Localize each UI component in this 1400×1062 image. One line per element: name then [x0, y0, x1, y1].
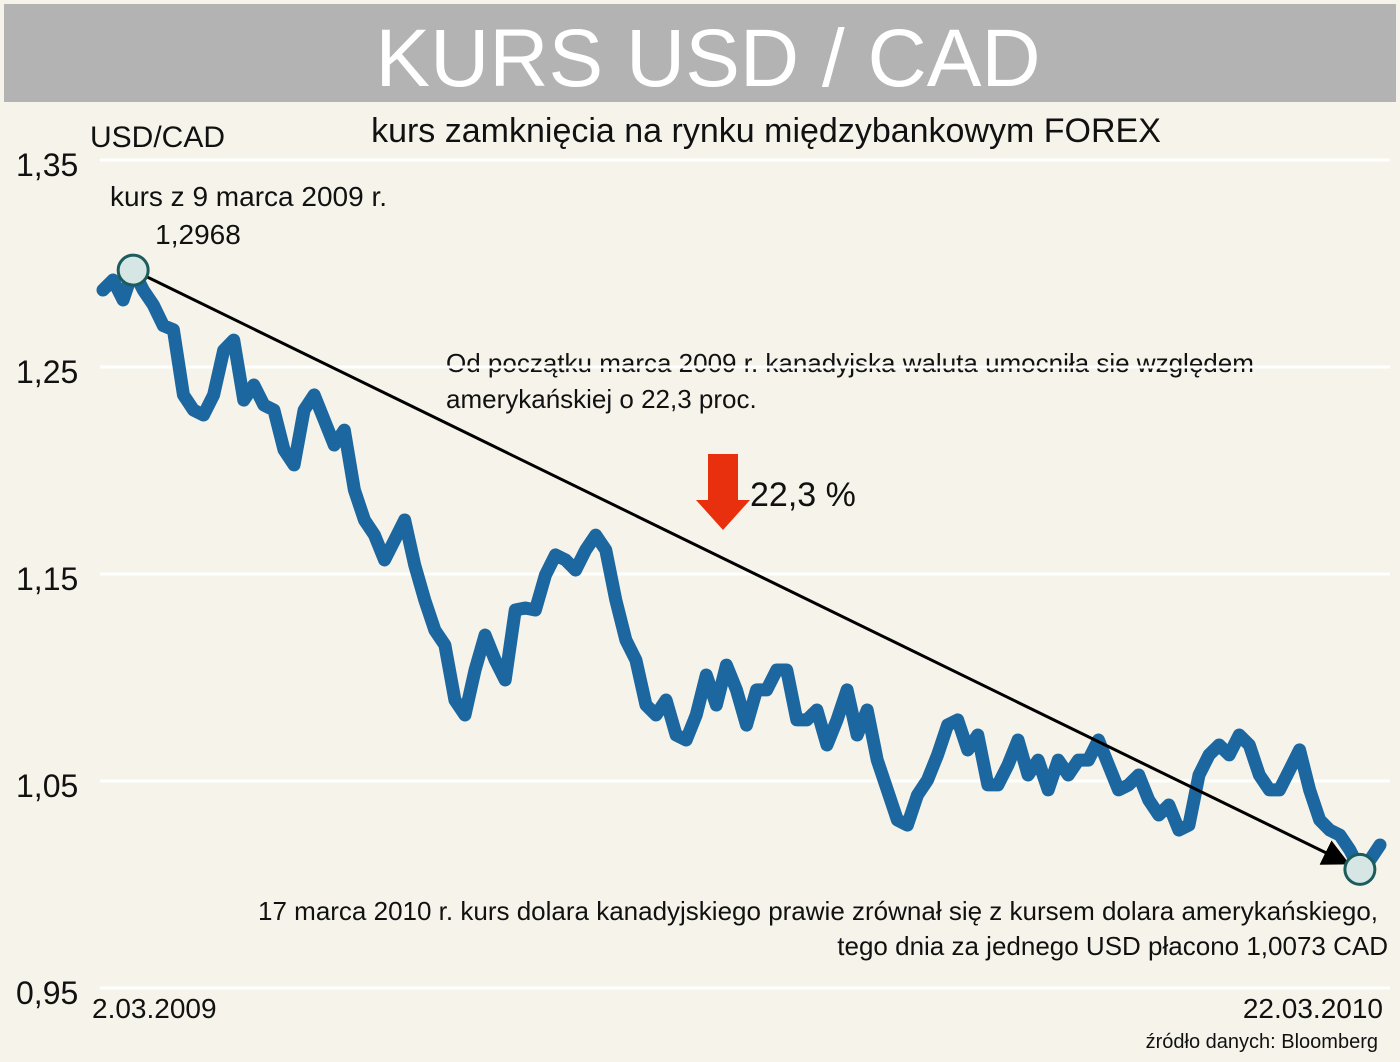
annotation: 22,3 %: [750, 476, 856, 514]
value-label: 1,2968: [155, 219, 241, 250]
down-arrow: [696, 454, 750, 530]
trend-arrow: [132, 268, 1350, 865]
y-tick-label: 1,35: [16, 147, 78, 183]
y-tick-label: 1,25: [16, 354, 78, 390]
x-tick-label: 22.03.2010: [1243, 993, 1383, 1024]
annotation: amerykańskiej o 22,3 proc.: [446, 384, 757, 414]
source: źródło danych: Bloomberg: [1146, 1031, 1378, 1053]
title-band: [4, 4, 1396, 102]
point-marker: [1343, 852, 1377, 886]
subtitle: kurs zamknięcia na rynku międzybankowym …: [371, 112, 1161, 150]
y-axis-label: USD/CAD: [90, 121, 225, 154]
data-line: [96, 263, 1387, 876]
annotation: tego dnia za jednego USD płacono 1,0073 …: [837, 931, 1388, 961]
annotation: Od początku marca 2009 r. kanadyjska wal…: [446, 348, 1254, 378]
chart-title: KURS USD / CAD: [375, 13, 1040, 104]
y-tick-label: 1,05: [16, 768, 78, 804]
y-tick-label: 1,15: [16, 561, 78, 597]
annotation: 17 marca 2010 r. kurs dolara kanadyjskie…: [258, 896, 1378, 926]
y-tick-label: 0,95: [16, 975, 78, 1011]
point-marker: [116, 253, 150, 287]
x-tick-label: 2.03.2009: [92, 993, 217, 1024]
annotation: kurs z 9 marca 2009 r.: [110, 181, 387, 212]
